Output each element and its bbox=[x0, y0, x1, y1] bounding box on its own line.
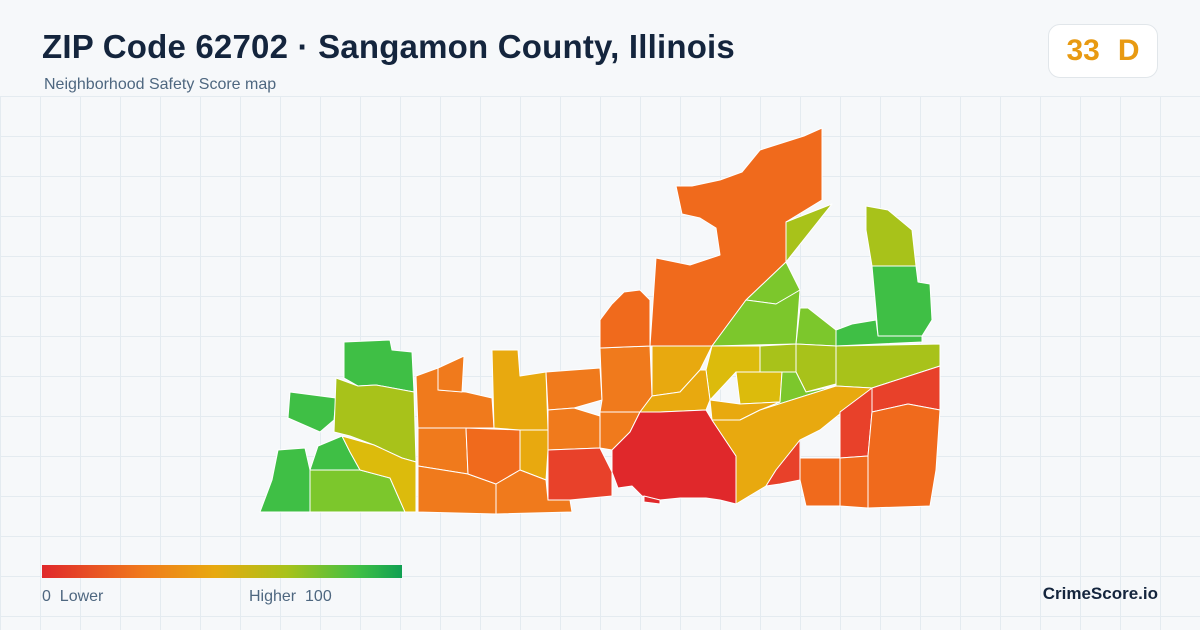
map-tract[interactable] bbox=[795, 307, 837, 347]
legend-low-label: 0 Lower bbox=[42, 588, 103, 606]
map-tract[interactable] bbox=[545, 367, 603, 411]
map-tract[interactable] bbox=[865, 205, 917, 267]
map-tract[interactable] bbox=[799, 457, 841, 507]
score-grade: D bbox=[1117, 34, 1140, 67]
legend-min-label: Lower bbox=[59, 588, 104, 605]
score-value: 33 bbox=[1066, 34, 1100, 67]
page-title: ZIP Code 62702 · Sangamon County, Illino… bbox=[42, 28, 735, 65]
map-tract[interactable] bbox=[287, 391, 337, 433]
map-tract[interactable] bbox=[839, 455, 869, 509]
safety-score-legend-bar bbox=[42, 565, 402, 578]
map-tract[interactable] bbox=[611, 409, 737, 505]
map-tract[interactable] bbox=[491, 349, 549, 431]
page-subtitle: Neighborhood Safety Score map bbox=[44, 76, 277, 93]
map-tract[interactable] bbox=[785, 203, 833, 263]
legend-max-value: 100 bbox=[305, 588, 332, 605]
header-background bbox=[0, 0, 1200, 96]
map-tract[interactable] bbox=[519, 429, 549, 481]
map-tract[interactable] bbox=[599, 289, 651, 349]
map-tract[interactable] bbox=[711, 385, 873, 505]
map-tract[interactable] bbox=[599, 345, 653, 413]
map-tract[interactable] bbox=[867, 403, 941, 509]
map-tract[interactable] bbox=[547, 407, 601, 451]
map-grid-background bbox=[0, 96, 1200, 630]
safety-score-card: 33 D bbox=[1048, 24, 1158, 78]
map-tract[interactable] bbox=[341, 435, 417, 513]
legend-high-label: Higher 100 bbox=[249, 588, 332, 606]
legend-max-label: Higher bbox=[249, 588, 297, 605]
map-tract[interactable] bbox=[643, 495, 661, 505]
map-tract[interactable] bbox=[259, 447, 311, 513]
map-tract[interactable] bbox=[871, 265, 933, 337]
map-tract[interactable] bbox=[547, 447, 613, 501]
brand-logo-text[interactable]: CrimeScore.io bbox=[1042, 584, 1158, 603]
map-tract[interactable] bbox=[437, 355, 465, 393]
map-tract[interactable] bbox=[795, 343, 837, 393]
legend-min-value: 0 bbox=[42, 588, 51, 605]
map-tract[interactable] bbox=[759, 343, 797, 373]
map-tract[interactable] bbox=[735, 371, 783, 405]
